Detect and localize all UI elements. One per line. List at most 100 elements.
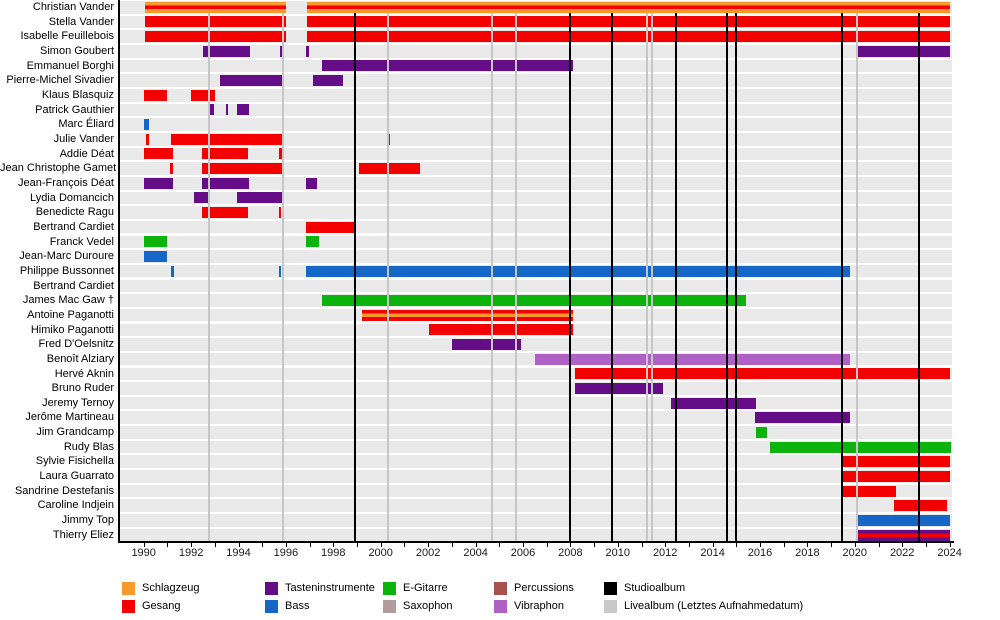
timeline-bar: [202, 163, 283, 175]
row-stripe: [120, 514, 952, 527]
timeline-bar: [278, 207, 282, 219]
axis-year-label: 1994: [226, 547, 251, 559]
studio-album-line: [611, 13, 614, 541]
timeline-bar: [313, 75, 343, 87]
row-stripe: [120, 528, 952, 542]
timeline-bar: [321, 295, 746, 306]
axis-year-label: 1998: [321, 547, 346, 559]
timeline-bar: [534, 353, 851, 365]
member-label: Jimmy Top: [61, 514, 114, 527]
legend-label: Gesang: [142, 600, 181, 612]
member-label: Bertrand Cardiet: [33, 279, 114, 292]
member-label: Laura Guarrato: [39, 470, 114, 483]
legend-swatch-e-gitarre: [383, 582, 396, 595]
axis-tick: [760, 542, 761, 547]
member-label: Jeremy Ternoy: [42, 396, 114, 409]
axis-tick: [499, 542, 501, 547]
timeline-bar: [226, 104, 229, 116]
axis-year-label: 2004: [463, 547, 488, 559]
member-label: Benoît Alziary: [46, 352, 114, 365]
member-label: Thierry Eliez: [52, 528, 114, 541]
legend-label: Studioalbum: [624, 582, 686, 594]
legend-label: E-Gitarre: [403, 582, 448, 594]
live-album-line: [651, 13, 654, 541]
axis-year-label: 2010: [605, 547, 631, 559]
row-stripe: [120, 396, 952, 410]
studio-album-line: [735, 13, 738, 541]
member-label: Christian Vander: [32, 1, 114, 13]
member-label: Franck Vedel: [49, 235, 114, 248]
row-stripe: [120, 279, 952, 293]
member-label: Bertrand Cardiet: [33, 220, 114, 233]
axis-tick: [262, 542, 264, 547]
timeline-bar: [202, 207, 248, 219]
member-label: Rudy Blas: [63, 440, 114, 453]
studio-album-line: [354, 13, 357, 541]
timeline-bar: [279, 45, 283, 57]
axis-tick: [285, 542, 287, 547]
live-album-line: [855, 13, 858, 541]
timeline-bar: [203, 45, 251, 57]
axis-tick: [570, 542, 572, 547]
member-label: Julie Vander: [53, 132, 114, 145]
row-stripe: [120, 191, 952, 205]
legend-label: Tasteninstrumente: [285, 582, 375, 594]
axis-year-label: 1990: [131, 547, 156, 559]
member-label: Jim Grandcamp: [36, 426, 114, 439]
timeline-bar: [306, 177, 317, 189]
axis-tick: [665, 542, 667, 547]
axis-year-label: 1992: [178, 547, 204, 559]
row-stripe: [120, 176, 952, 190]
row-stripe: [120, 235, 952, 249]
member-label: Isabelle Feuillebois: [20, 30, 114, 43]
timeline-bar: [841, 470, 950, 482]
timeline-bar: [144, 148, 174, 160]
timeline-bar: [237, 104, 250, 116]
timeline-bar: [278, 265, 282, 277]
timeline-bar: [755, 412, 851, 424]
timeline-bar: [208, 104, 214, 116]
legend-label: Schlagzeug: [142, 582, 200, 594]
live-album-line: [514, 13, 517, 541]
row-stripe: [120, 499, 952, 513]
axis-tick: [594, 542, 596, 547]
member-label: Emmanuel Borghi: [26, 59, 114, 72]
member-label: James Mac Gaw †: [22, 294, 114, 307]
timeline-bar: [202, 177, 250, 189]
row-stripe: [120, 103, 952, 117]
axis-year-label: 2002: [415, 547, 441, 559]
legend-label: Livealbum (Letztes Aufnahmedatum): [624, 600, 804, 612]
axis-tick: [357, 542, 358, 547]
timeline-bar: [202, 148, 248, 160]
axis-year-label: 2016: [747, 547, 773, 559]
row-stripe: [120, 455, 952, 469]
timeline-bar: [237, 192, 283, 204]
timeline-bar: [278, 148, 283, 160]
timeline-bar: [841, 485, 897, 497]
member-label: Himiko Paganotti: [30, 323, 114, 336]
legend-label: Saxophon: [403, 600, 453, 612]
timeline-bar: [306, 45, 309, 57]
timeline-bar: [193, 192, 208, 204]
row-stripe: [120, 382, 952, 395]
timeline-bar: [171, 265, 174, 277]
studio-album-line: [917, 13, 920, 541]
member-label: Hervé Aknin: [54, 367, 114, 380]
row-stripe: [120, 440, 952, 454]
timeline-bar: [307, 1, 950, 13]
axis-tick: [831, 542, 833, 547]
member-label: Antoine Paganotti: [27, 308, 114, 321]
legend-swatch-livealbum-letztes-aufnahmedatum-: [604, 600, 617, 613]
legend-label: Bass: [285, 600, 310, 612]
legend-label: Vibraphon: [514, 600, 564, 612]
timeline-bar: [306, 236, 320, 248]
axis-tick: [309, 542, 311, 547]
live-album-line: [490, 13, 493, 541]
timeline-bar: [857, 514, 950, 526]
axis-year-label: 2024: [937, 547, 962, 559]
axis-tick: [523, 542, 524, 547]
member-label: Marc Éliard: [58, 118, 114, 131]
live-album-line: [208, 13, 211, 541]
axis-year-label: 2008: [558, 547, 583, 559]
axis-tick: [546, 542, 548, 547]
